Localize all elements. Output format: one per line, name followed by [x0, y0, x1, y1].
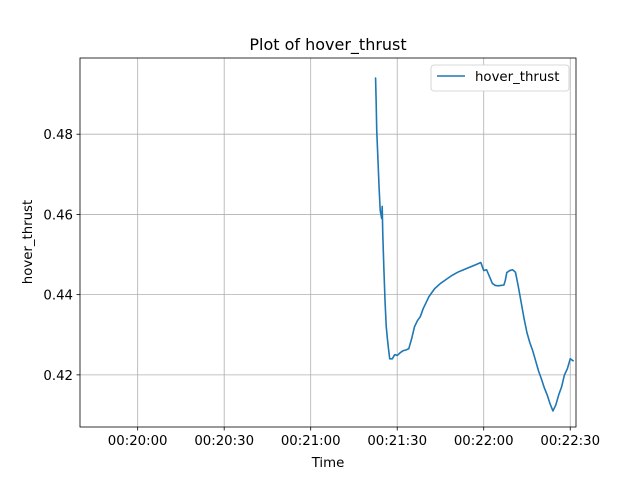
- series-layer: [374, 77, 574, 412]
- series-line-0: [374, 77, 574, 412]
- legend-label: hover_thrust: [475, 70, 559, 85]
- plot-frame: [79, 57, 577, 428]
- grid: [80, 58, 576, 427]
- legend: hover_thrust: [430, 64, 570, 92]
- y-tick-label: 0.42: [43, 369, 73, 384]
- y-tick-label: 0.44: [43, 289, 73, 304]
- y-tick-label: 0.46: [43, 208, 73, 223]
- x-tick-label: 00:20:00: [108, 434, 168, 449]
- y-axis: 0.42 0.44 0.46 0.48: [43, 128, 80, 384]
- x-axis: 00:20:00 00:20:30 00:21:00 00:21:30 00:22:00…: [108, 427, 600, 449]
- x-tick-label: 00:20:30: [194, 434, 254, 449]
- y-tick-label: 0.48: [43, 128, 73, 143]
- x-tick-label: 00:21:00: [281, 434, 341, 449]
- x-axis-title: Time: [311, 456, 345, 471]
- x-tick-label: 00:21:30: [367, 434, 427, 449]
- y-axis-title: hover_thrust: [21, 200, 36, 284]
- x-tick-label: 00:22:30: [540, 434, 600, 449]
- x-tick-label: 00:22:00: [454, 434, 514, 449]
- legend-box: [430, 64, 570, 92]
- chart-title: Plot of hover_thrust: [249, 35, 406, 55]
